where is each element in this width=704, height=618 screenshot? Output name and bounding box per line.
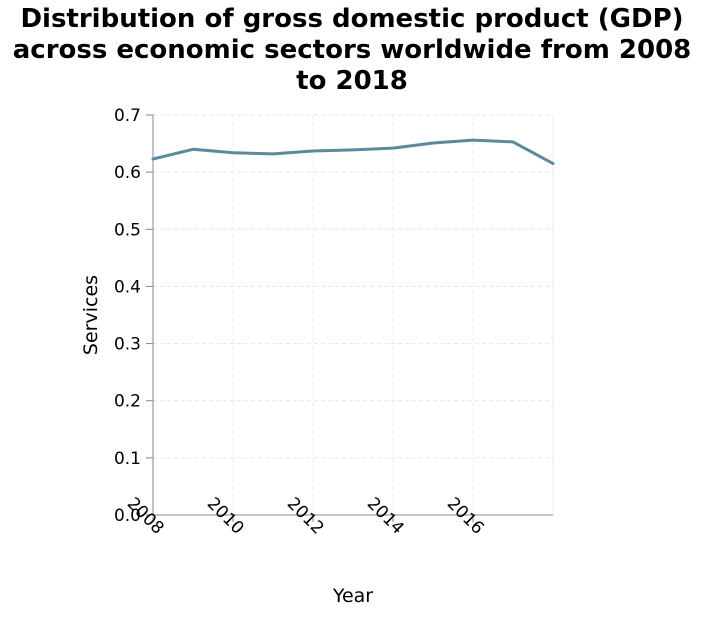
- axes: [146, 114, 554, 522]
- y-tick-label: 0.0: [114, 506, 141, 526]
- y-axis-title: Services: [80, 275, 102, 355]
- y-tick-label: 0.2: [114, 392, 141, 412]
- x-axis-title: Year: [332, 585, 373, 607]
- chart-title-line-3: to 2018: [296, 66, 408, 96]
- x-tick-label: 2016: [443, 494, 488, 539]
- y-tick-label: 0.4: [114, 277, 141, 297]
- chart-title: Distribution of gross domestic product (…: [0, 4, 704, 97]
- grid: [153, 114, 553, 515]
- y-tick-label: 0.7: [114, 106, 141, 126]
- x-tick-label: 2010: [203, 494, 248, 539]
- series-line: [151, 138, 555, 166]
- y-tick-label: 0.3: [114, 335, 141, 355]
- series-layer: [151, 138, 555, 166]
- chart-title-line-1: Distribution of gross domestic product (…: [20, 4, 684, 34]
- y-tick-label: 0.5: [114, 220, 141, 240]
- y-tick-label: 0.6: [114, 163, 141, 183]
- x-tick-label: 2012: [283, 494, 328, 539]
- y-tick-label: 0.1: [114, 449, 141, 469]
- x-tick-label: 2014: [363, 494, 408, 539]
- chart-title-line-2: across economic sectors worldwide from 2…: [12, 35, 692, 65]
